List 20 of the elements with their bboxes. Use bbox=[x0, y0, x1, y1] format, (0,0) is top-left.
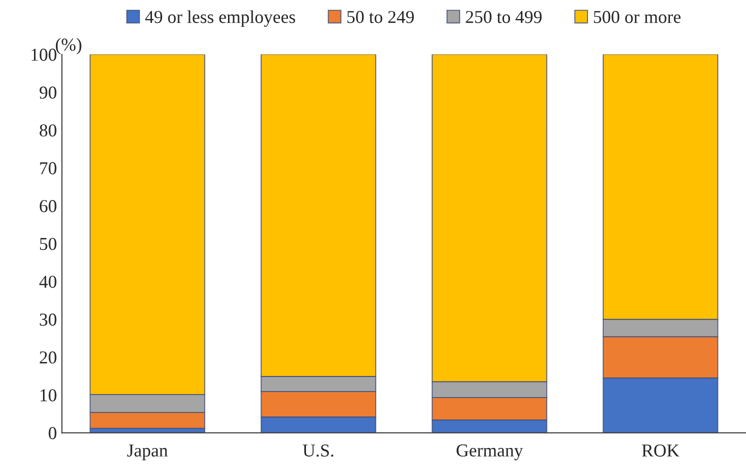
y-tick-label: 30 bbox=[40, 314, 56, 326]
legend-label: 500 or more bbox=[594, 10, 681, 24]
legend-label: 49 or less employees bbox=[145, 10, 296, 27]
x-tick-label: Germany bbox=[456, 444, 523, 460]
y-tick-label: 100 bbox=[32, 48, 56, 61]
y-tick-label: 0 bbox=[48, 427, 56, 440]
y-tick-label: 20 bbox=[40, 351, 56, 364]
y-axis-title: (%) bbox=[56, 38, 82, 54]
legend-label: 50 to 249 bbox=[347, 10, 414, 24]
legend-label: 250 to 499 bbox=[466, 10, 542, 24]
x-tick-label: U.S. bbox=[302, 444, 334, 457]
x-tick-label: ROK bbox=[642, 444, 680, 457]
y-tick-label: 50 bbox=[40, 238, 56, 250]
y-tick-label: 40 bbox=[39, 276, 56, 288]
y-tick-label: 10 bbox=[40, 389, 56, 402]
y-tick-label: 70 bbox=[40, 162, 56, 174]
y-tick-label: 80 bbox=[40, 124, 56, 137]
y-tick-label: 60 bbox=[40, 200, 56, 212]
y-tick-label: 90 bbox=[40, 86, 56, 99]
x-tick-label: Japan bbox=[127, 444, 168, 460]
